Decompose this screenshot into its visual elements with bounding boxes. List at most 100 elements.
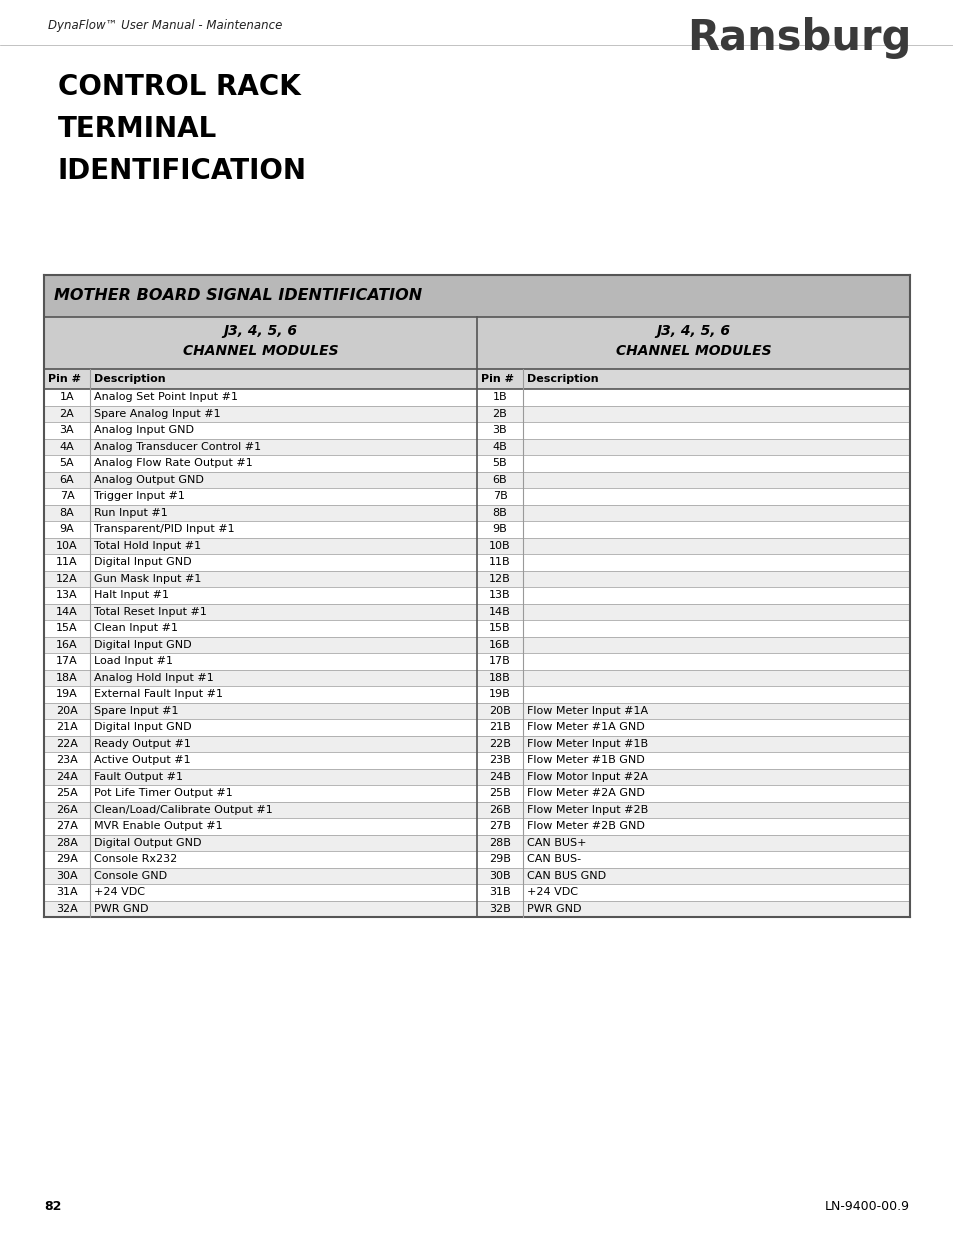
Bar <box>44 851 909 867</box>
Text: 10A: 10A <box>56 541 78 551</box>
Text: CHANNEL MODULES: CHANNEL MODULES <box>182 345 338 358</box>
Text: Flow Meter Input #1B: Flow Meter Input #1B <box>526 739 647 748</box>
Text: CONTROL RACK: CONTROL RACK <box>58 73 300 101</box>
Bar <box>44 587 909 604</box>
Bar <box>44 802 909 818</box>
Text: 27B: 27B <box>489 821 511 831</box>
Text: 20A: 20A <box>56 705 78 716</box>
Text: 25A: 25A <box>56 788 78 798</box>
Text: 24A: 24A <box>56 772 78 782</box>
Text: 31B: 31B <box>489 887 510 898</box>
Text: Pin #: Pin # <box>480 374 514 384</box>
Text: 11A: 11A <box>56 557 78 567</box>
Text: 31A: 31A <box>56 887 78 898</box>
Text: 13B: 13B <box>489 590 510 600</box>
Text: Analog Hold Input #1: Analog Hold Input #1 <box>94 673 213 683</box>
Text: Gun Mask Input #1: Gun Mask Input #1 <box>94 574 201 584</box>
Text: 10B: 10B <box>489 541 510 551</box>
Text: Console GND: Console GND <box>94 871 167 881</box>
Text: CAN BUS GND: CAN BUS GND <box>526 871 605 881</box>
Text: 15B: 15B <box>489 624 510 634</box>
Text: J3, 4, 5, 6: J3, 4, 5, 6 <box>656 324 730 338</box>
Text: Pot Life Timer Output #1: Pot Life Timer Output #1 <box>94 788 233 798</box>
Text: Analog Output GND: Analog Output GND <box>94 474 204 485</box>
Text: 14B: 14B <box>489 606 511 616</box>
Text: 24B: 24B <box>489 772 511 782</box>
Text: 6B: 6B <box>492 474 507 485</box>
Bar <box>44 867 909 884</box>
Bar <box>44 555 909 571</box>
Text: LN-9400-00.9: LN-9400-00.9 <box>824 1200 909 1213</box>
Text: 18B: 18B <box>489 673 511 683</box>
Text: Flow Meter Input #2B: Flow Meter Input #2B <box>526 805 648 815</box>
Text: 21B: 21B <box>489 722 511 732</box>
Text: Description: Description <box>526 374 598 384</box>
Text: 3A: 3A <box>60 425 74 435</box>
Text: 21A: 21A <box>56 722 78 732</box>
Bar <box>44 317 909 369</box>
Text: Flow Meter #1B GND: Flow Meter #1B GND <box>526 756 644 766</box>
Text: Analog Flow Rate Output #1: Analog Flow Rate Output #1 <box>94 458 253 468</box>
Text: Load Input #1: Load Input #1 <box>94 656 172 666</box>
Text: 9B: 9B <box>492 524 507 535</box>
Text: 32A: 32A <box>56 904 78 914</box>
Text: PWR GND: PWR GND <box>94 904 149 914</box>
Text: 13A: 13A <box>56 590 78 600</box>
Text: 28A: 28A <box>56 837 78 847</box>
Text: 17B: 17B <box>489 656 511 666</box>
Text: 15A: 15A <box>56 624 78 634</box>
Bar <box>44 636 909 653</box>
Text: 9A: 9A <box>59 524 74 535</box>
Text: Digital Input GND: Digital Input GND <box>94 557 192 567</box>
Text: 28B: 28B <box>489 837 511 847</box>
Text: 82: 82 <box>44 1200 61 1213</box>
Text: 1B: 1B <box>492 393 507 403</box>
Text: DynaFlow™ User Manual - Maintenance: DynaFlow™ User Manual - Maintenance <box>48 19 282 32</box>
Text: Halt Input #1: Halt Input #1 <box>94 590 169 600</box>
Text: 19A: 19A <box>56 689 78 699</box>
Bar <box>44 884 909 900</box>
Bar <box>44 752 909 768</box>
Text: MVR Enable Output #1: MVR Enable Output #1 <box>94 821 222 831</box>
Text: Analog Input GND: Analog Input GND <box>94 425 193 435</box>
Text: Spare Analog Input #1: Spare Analog Input #1 <box>94 409 220 419</box>
Text: Fault Output #1: Fault Output #1 <box>94 772 183 782</box>
Text: Digital Output GND: Digital Output GND <box>94 837 201 847</box>
Bar <box>44 454 909 472</box>
Bar <box>44 703 909 719</box>
Bar <box>44 505 909 521</box>
Text: 19B: 19B <box>489 689 511 699</box>
Text: 26B: 26B <box>489 805 511 815</box>
Text: 7B: 7B <box>492 492 507 501</box>
Text: Active Output #1: Active Output #1 <box>94 756 191 766</box>
Text: 14A: 14A <box>56 606 78 616</box>
Text: Total Hold Input #1: Total Hold Input #1 <box>94 541 201 551</box>
Bar <box>44 669 909 685</box>
Text: 4A: 4A <box>59 442 74 452</box>
Text: 30B: 30B <box>489 871 510 881</box>
Text: +24 VDC: +24 VDC <box>94 887 145 898</box>
Text: 2B: 2B <box>492 409 507 419</box>
Text: 23A: 23A <box>56 756 78 766</box>
Text: 23B: 23B <box>489 756 511 766</box>
Text: 29B: 29B <box>489 855 511 864</box>
Text: Transparent/PID Input #1: Transparent/PID Input #1 <box>94 524 234 535</box>
Text: 16A: 16A <box>56 640 78 650</box>
Text: 20B: 20B <box>489 705 511 716</box>
Text: 8A: 8A <box>59 508 74 517</box>
Text: 32B: 32B <box>489 904 511 914</box>
Text: +24 VDC: +24 VDC <box>526 887 578 898</box>
Bar <box>44 472 909 488</box>
Text: 18A: 18A <box>56 673 78 683</box>
Text: Clean Input #1: Clean Input #1 <box>94 624 178 634</box>
Text: Clean/Load/Calibrate Output #1: Clean/Load/Calibrate Output #1 <box>94 805 273 815</box>
Bar <box>44 537 909 555</box>
Text: IDENTIFICATION: IDENTIFICATION <box>58 157 307 185</box>
Text: Ransburg: Ransburg <box>687 17 911 59</box>
Text: PWR GND: PWR GND <box>526 904 581 914</box>
Bar <box>44 369 909 389</box>
Text: Run Input #1: Run Input #1 <box>94 508 168 517</box>
Bar <box>44 835 909 851</box>
Bar <box>44 521 909 537</box>
Text: Trigger Input #1: Trigger Input #1 <box>94 492 185 501</box>
